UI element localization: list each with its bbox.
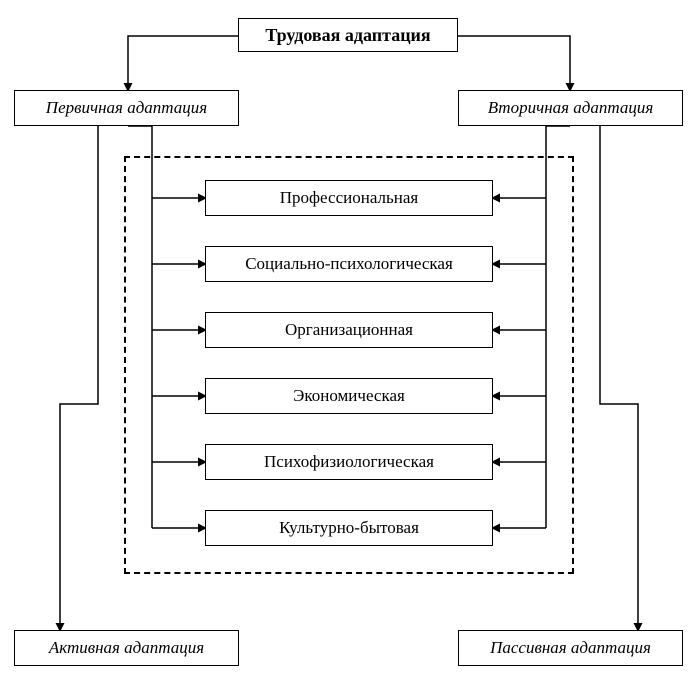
diagram-canvas: Трудовая адаптация Первичная адаптация В… [0, 0, 700, 689]
node-sub-psychophys: Психофизиологическая [205, 444, 493, 480]
node-active: Активная адаптация [14, 630, 239, 666]
node-sub2-label: Социально-психологическая [245, 254, 453, 274]
node-secondary-label: Вторичная адаптация [488, 98, 654, 118]
node-active-label: Активная адаптация [49, 638, 204, 658]
node-passive: Пассивная адаптация [458, 630, 683, 666]
node-primary: Первичная адаптация [14, 90, 239, 126]
node-secondary: Вторичная адаптация [458, 90, 683, 126]
node-sub1-label: Профессиональная [280, 188, 418, 208]
node-top: Трудовая адаптация [238, 18, 458, 52]
node-sub3-label: Организационная [285, 320, 413, 340]
node-top-label: Трудовая адаптация [265, 25, 430, 46]
node-sub-economic: Экономическая [205, 378, 493, 414]
node-sub5-label: Психофизиологическая [264, 452, 434, 472]
node-sub-social-psych: Социально-психологическая [205, 246, 493, 282]
node-sub-organizational: Организационная [205, 312, 493, 348]
node-sub-professional: Профессиональная [205, 180, 493, 216]
node-sub-cultural: Культурно-бытовая [205, 510, 493, 546]
node-sub6-label: Культурно-бытовая [279, 518, 419, 538]
node-primary-label: Первичная адаптация [46, 98, 207, 118]
node-passive-label: Пассивная адаптация [490, 638, 651, 658]
node-sub4-label: Экономическая [293, 386, 405, 406]
